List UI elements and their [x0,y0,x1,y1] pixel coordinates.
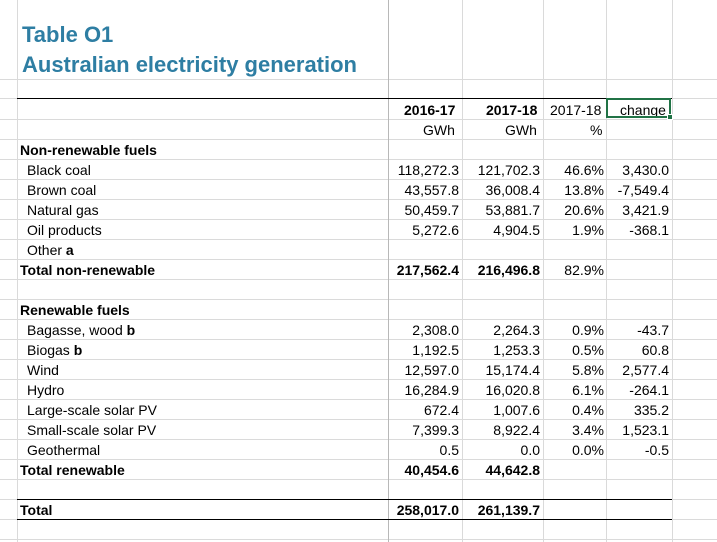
cell-value[interactable]: 3,421.9 [622,202,669,218]
cell-value[interactable]: 0.5 [439,442,459,458]
cell-value[interactable]: -7,549.4 [617,182,669,198]
cell-value[interactable]: 6.1% [572,382,604,398]
cell-value[interactable]: 82.9% [564,262,604,278]
fill-handle[interactable] [667,114,673,120]
cell-value[interactable]: 15,174.4 [485,362,541,378]
cell-value[interactable]: 16,284.9 [404,382,460,398]
row-label: Geothermal [27,442,101,458]
grand-total-label: Total [20,502,53,518]
cell-value[interactable]: 50,459.7 [404,202,460,218]
cell-value[interactable]: 7,399.3 [412,422,459,438]
cell-value[interactable]: 13.8% [564,182,604,198]
cell-value[interactable]: 0.9% [572,322,604,338]
cell-value[interactable]: -0.5 [644,442,669,458]
cell-value[interactable]: 0.0% [572,442,604,458]
cell-value[interactable]: 46.6% [564,162,604,178]
row-label: Oil products [27,222,102,238]
cell-value[interactable]: 3,430.0 [622,162,669,178]
cell-value[interactable]: 5,272.6 [412,222,459,238]
cell-value[interactable]: 3.4% [572,422,604,438]
cell-value[interactable]: 4,904.5 [493,222,540,238]
cell-value[interactable]: 258,017.0 [396,502,459,518]
active-cell-selection[interactable] [606,98,671,118]
cell-value[interactable]: 8,922.4 [493,422,540,438]
cell-value[interactable]: 335.2 [633,402,669,418]
cell-value[interactable]: 0.5% [572,342,604,358]
header-unit-gwh-1: GWh [423,122,455,138]
row-label: Hydro [27,382,65,398]
cell-value[interactable]: 5.8% [572,362,604,378]
cell-value[interactable]: 1,007.6 [493,402,540,418]
cell-value[interactable]: 672.4 [423,402,459,418]
header-unit-gwh-2: GWh [505,122,537,138]
row-label-text: Other [27,242,63,258]
cell-value[interactable]: 0.0 [520,442,540,458]
total-renewable-label: Total renewable [20,462,125,478]
cell-value[interactable]: 217,562.4 [396,262,459,278]
table-subtitle: Australian electricity generation [22,52,357,77]
cell-value[interactable]: 60.8 [641,342,669,358]
row-label-text: Biogas [27,342,70,358]
row-label: Wind [27,362,59,378]
row-label: Bagasse, wood b [27,320,135,340]
row-label: Biogas b [27,340,82,360]
row-label: Black coal [27,162,91,178]
cell-value[interactable]: 261,139.7 [477,502,540,518]
section-heading-nonrenewable: Non-renewable fuels [20,142,157,158]
header-change[interactable]: change [620,102,666,118]
cell-value[interactable]: 16,020.8 [485,382,541,398]
cell-value[interactable]: 40,454.6 [404,462,460,478]
table-title: Table O1 [22,22,114,47]
row-label: Brown coal [27,182,97,198]
cell-value[interactable]: 2,577.4 [622,362,669,378]
header-2017-18: 2017-18 [486,102,538,118]
cell-value[interactable]: 1,253.3 [493,342,540,358]
cell-value[interactable]: 0.4% [572,402,604,418]
header-unit-percent: % [590,122,603,138]
section-heading-renewable: Renewable fuels [20,302,130,318]
header-2017-18-share: 2017-18 [550,102,602,118]
cell-value[interactable]: 2,264.3 [493,322,540,338]
cell-value[interactable]: 118,272.3 [397,162,459,178]
footnote-marker: a [65,242,74,258]
cell-value[interactable]: 20.6% [564,202,604,218]
row-label-text: Bagasse, wood [27,322,123,338]
cell-value[interactable]: 121,702.3 [477,162,540,178]
cell-value[interactable]: 12,597.0 [404,362,460,378]
total-nonrenewable-label: Total non-renewable [20,262,156,278]
cell-value[interactable]: -368.1 [629,222,669,238]
cell-value[interactable]: 1.9% [572,222,604,238]
cell-value[interactable]: 53,881.7 [485,202,541,218]
cell-value[interactable]: 1,192.5 [412,342,459,358]
cell-value[interactable]: -264.1 [629,382,669,398]
cell-value[interactable]: 1,523.1 [622,422,669,438]
footnote-marker: b [73,342,83,358]
cell-value[interactable]: 44,642.8 [485,462,541,478]
cell-value[interactable]: 216,496.8 [477,262,540,278]
cell-value[interactable]: 36,008.4 [485,182,541,198]
row-label: Large-scale solar PV [27,402,157,418]
cell-value[interactable]: 2,308.0 [412,322,459,338]
cell-value[interactable]: 43,557.8 [404,182,460,198]
cell-value[interactable]: -43.7 [637,322,669,338]
row-label: Small-scale solar PV [27,422,157,438]
row-label: Natural gas [27,202,99,218]
header-2016-17: 2016-17 [404,102,456,118]
footnote-marker: b [126,322,136,338]
row-label-other: Other a [27,240,74,260]
